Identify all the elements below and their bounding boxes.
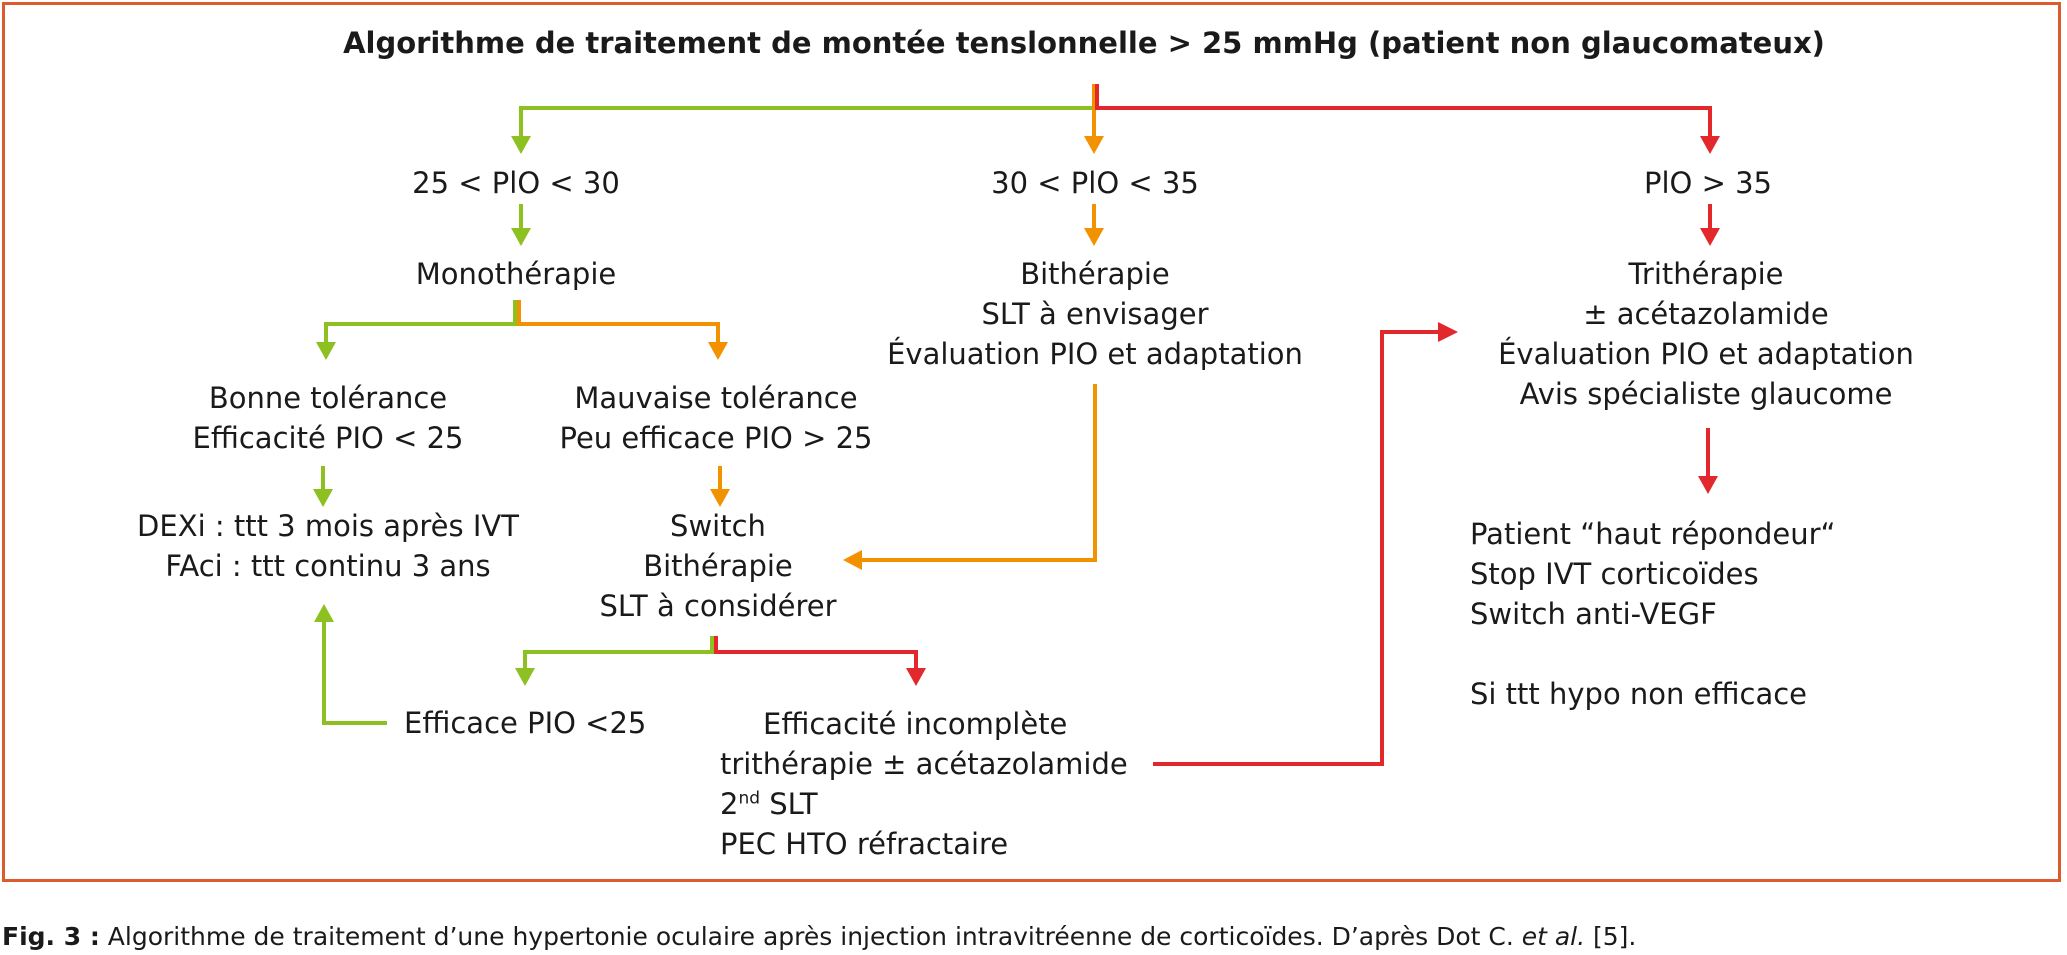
arrowhead-efficace-dexi [314,604,334,622]
node-haut-repondeur-line: Switch anti-VEGF [1470,597,1717,631]
node-incomplete-2nd-base: 2 [720,787,739,821]
connector-mono-green [324,300,517,346]
node-bonne-tolerance-line: Efficacité PIO < 25 [192,421,464,455]
arrowhead-efficace [515,668,535,686]
node-tritherapie-line: Trithérapie [1628,257,1784,291]
arrowhead-haut-repondeur [1698,476,1718,494]
diagram-title: Algorithme de traitement de montée tensl… [343,26,1825,60]
connector-efficace-to-dexi [322,620,387,725]
caption-ref: [5]. [1585,922,1637,951]
arrowhead-25-30 [511,136,531,154]
connector-bitherapie-to-switch [858,384,1097,562]
arrowhead-bitherapie-switch [843,550,862,570]
node-haut-repondeur: Patient “haut répondeur“ Stop IVT cortic… [1470,514,1836,714]
figure-caption: Fig. 3 : Algorithme de traitement d’une … [2,922,1636,951]
node-switch-line: Bithérapie [643,549,793,583]
arrowhead-monotherapie [511,228,531,246]
node-incomplete-line: trithérapie ± acétazolamide [720,747,1128,781]
caption-text: Algorithme de traitement d’une hypertoni… [99,922,1522,951]
arrowhead-dexi [313,489,333,507]
node-tritherapie-line: Évaluation PIO et adaptation [1498,337,1914,371]
node-dexi-line: DEXi : ttt 3 mois après IVT [137,509,519,543]
node-monotherapie: Monothérapie [415,257,617,291]
node-incomplete-line: Efficacité incomplète [763,707,1068,741]
caption-italic: et al. [1521,922,1586,951]
arrowhead-30-35 [1084,136,1104,154]
node-bitherapie-line: Évaluation PIO et adaptation [887,337,1303,371]
arrowhead-tritherapie [1700,228,1720,246]
node-efficace: Efficace PIO <25 [404,706,647,740]
node-tritherapie-line: ± acétazolamide [1583,297,1829,331]
node-pio-30-35: 30 < PlO < 35 [991,166,1199,200]
arrowhead-gt35 [1700,136,1720,154]
node-dexi-faci: DEXi : ttt 3 mois après IVT FAci : ttt c… [137,506,519,586]
node-pio-25-30: 25 < PlO < 30 [412,166,620,200]
connector-switch-red [714,636,918,672]
connector-top-red [1095,84,1712,140]
arrowhead-mauvaise-tolerance [708,342,728,360]
node-switch-line: Switch [670,509,766,543]
arrowhead-efficacite-incomplete [906,668,926,686]
node-bitherapie-line: Bithérapie [1020,257,1170,291]
arrowhead-bonne-tolerance [316,342,336,360]
node-bitherapie-line: SLT à envisager [981,297,1209,331]
node-incomplete-2nd-sup: nd [738,788,761,809]
arrowhead-switch [710,489,730,507]
node-mauvaise-tolerance: Mauvaise tolérance Peu efficace PIO > 25 [560,378,873,458]
node-mauvaise-tolerance-line: Peu efficace PIO > 25 [559,421,873,455]
node-tritherapie-line: Avis spécialiste glaucome [1519,377,1893,411]
node-dexi-line: FAci : ttt continu 3 ans [165,549,491,583]
node-haut-repondeur-line: Stop IVT corticoïdes [1470,557,1759,591]
node-incomplete-line: 2nd SLT [720,784,1128,824]
node-tritherapie: Trithérapie ± acétazolamide Évaluation P… [1498,254,1914,414]
node-switch: Switch Bithérapie SLT à considérer [599,506,836,626]
node-incomplete-line: PEC HTO réfractaire [720,827,1009,861]
connector-switch-green [523,636,714,672]
node-bonne-tolerance: Bonne tolérance Efficacité PIO < 25 [192,378,463,458]
arrowhead-incomplete-tritherapie [1438,322,1458,342]
node-bitherapie: Bithérapie SLT à envisager Évaluation PI… [887,254,1303,374]
node-haut-repondeur-line [1470,634,1836,674]
node-bonne-tolerance-line: Bonne tolérance [208,381,448,415]
connector-mono-orange [517,300,720,346]
node-switch-line: SLT à considérer [599,589,837,623]
connector-incomplete-to-tritherapie [1153,330,1440,766]
connector-top-green [519,84,1096,140]
node-efficacite-incomplete: Efficacité incomplète trithérapie ± acét… [720,704,1128,864]
arrowhead-bitherapie [1084,228,1104,246]
node-haut-repondeur-line: Patient “haut répondeur“ [1470,517,1836,551]
node-pio-gt35: PlO > 35 [1643,166,1773,200]
node-incomplete-2nd-rest: SLT [760,787,818,821]
caption-label: Fig. 3 : [2,922,100,951]
node-mauvaise-tolerance-line: Mauvaise tolérance [574,381,858,415]
node-haut-repondeur-line: Si ttt hypo non efficace [1470,677,1808,711]
diagram-frame [2,2,2061,882]
